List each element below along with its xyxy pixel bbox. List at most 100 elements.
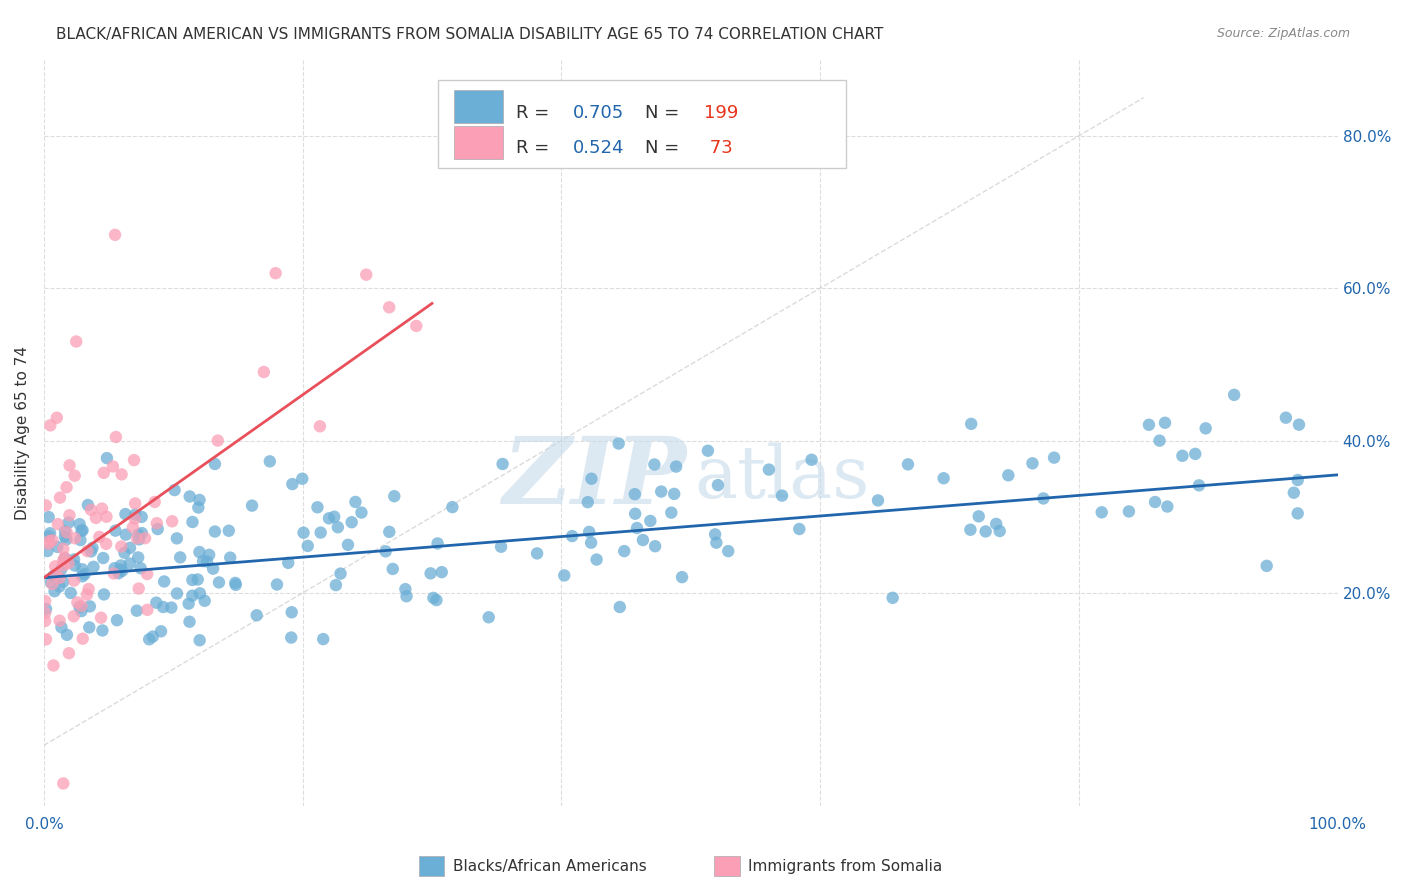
Point [309,419,332,434]
Point [219,550,242,565]
Point [224,575,246,590]
Point [104,430,127,444]
Text: 199: 199 [703,103,738,121]
Point [1195,421,1218,435]
Text: 0.524: 0.524 [574,139,624,158]
Point [204,457,226,471]
Point [1288,417,1310,432]
Point [225,578,247,592]
Point [114,507,136,521]
Point [325,578,347,592]
Point [665,459,688,474]
Point [77,620,100,634]
Point [1091,505,1114,519]
Point [1154,416,1177,430]
Point [374,544,396,558]
Point [110,467,132,482]
Point [169,550,191,565]
Point [143,495,166,509]
Point [121,520,143,534]
Point [91,501,114,516]
Point [42,569,65,583]
Point [198,548,221,562]
Text: Source: ZipAtlas.com: Source: ZipAtlas.com [1216,27,1350,40]
Point [104,227,127,242]
Point [53,551,76,566]
FancyBboxPatch shape [439,79,846,168]
Point [48,571,70,585]
Point [426,536,449,550]
Point [758,462,780,476]
Point [478,610,501,624]
Point [39,418,62,433]
Point [1184,447,1206,461]
Point [650,484,672,499]
Point [897,458,920,472]
Point [138,632,160,647]
Point [264,266,287,280]
Point [204,524,226,539]
Point [526,546,548,560]
Point [108,562,131,576]
Text: Immigrants from Somalia: Immigrants from Somalia [748,859,942,873]
Point [55,533,77,547]
Point [188,545,211,559]
Point [51,620,73,634]
Point [578,524,600,539]
Point [49,491,72,505]
Point [623,487,645,501]
Point [163,483,186,497]
Point [866,493,889,508]
Point [696,443,718,458]
Point [59,586,82,600]
Point [63,552,86,566]
Point [58,458,80,473]
Point [103,566,125,581]
Point [430,565,453,579]
Point [609,600,631,615]
Point [240,499,263,513]
Point [422,591,444,605]
Point [188,586,211,600]
Point [69,533,91,547]
Point [42,658,65,673]
Point [53,530,76,544]
Point [41,533,63,548]
Point [118,557,141,571]
FancyBboxPatch shape [454,126,503,159]
Point [354,268,377,282]
Point [350,506,373,520]
Point [80,503,103,517]
Point [55,480,77,494]
Point [63,468,86,483]
Point [38,534,60,549]
Point [46,540,69,554]
Point [146,516,169,531]
Point [58,556,80,570]
Point [218,524,240,538]
Point [191,554,214,568]
Point [124,508,146,522]
Point [381,562,404,576]
Point [997,468,1019,483]
Text: R =: R = [516,139,555,158]
Point [1282,485,1305,500]
Point [111,564,134,578]
Point [280,605,302,619]
Point [146,522,169,536]
Point [297,539,319,553]
Point [986,516,1008,531]
Point [152,600,174,615]
Point [145,596,167,610]
Point [63,531,86,545]
Point [882,591,904,605]
Text: N =: N = [645,103,686,121]
Point [58,646,80,660]
Point [988,524,1011,538]
Point [336,538,359,552]
Point [1275,410,1298,425]
Point [127,527,149,541]
Point [45,566,67,581]
Point [91,551,114,566]
Point [125,531,148,545]
